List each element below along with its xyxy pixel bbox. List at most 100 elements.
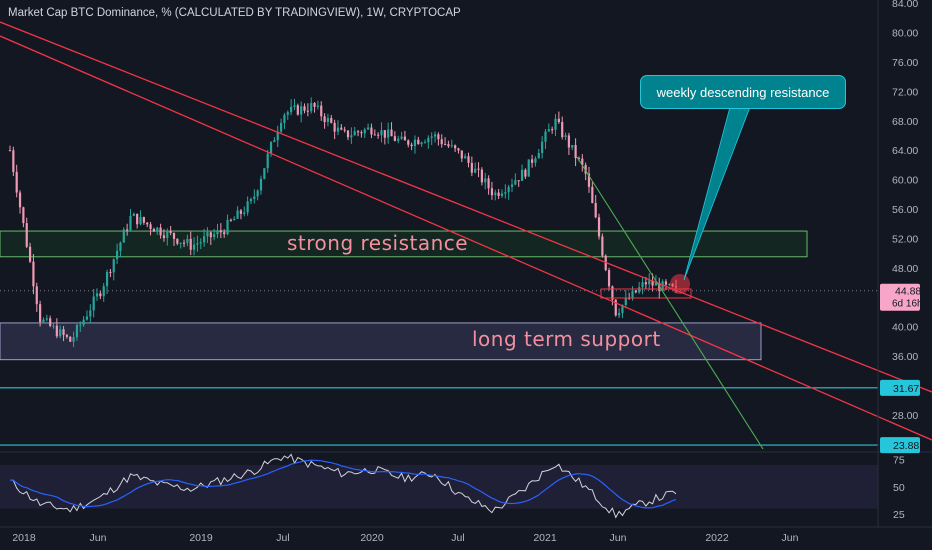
candle-body <box>136 213 139 225</box>
candle-body <box>156 227 159 232</box>
price-badge-countdown: 6d 16h <box>892 299 923 310</box>
candle-body <box>443 144 447 146</box>
support-zone <box>0 322 762 361</box>
candle-body <box>597 217 601 237</box>
candle-body <box>209 232 212 238</box>
descending-resistance-line-upper <box>0 21 932 393</box>
candle-body <box>15 171 18 193</box>
rsi-tick-label: 75 <box>893 454 905 466</box>
candle-body <box>343 129 346 131</box>
candle-body <box>504 192 507 194</box>
candle-body <box>259 178 263 191</box>
price-tick-label: 40.00 <box>892 322 918 334</box>
highlight-box <box>600 288 692 299</box>
candle-body <box>484 178 487 183</box>
candle-body <box>400 136 403 139</box>
candle-body <box>179 242 182 244</box>
rsi-tick-label: 25 <box>893 509 905 521</box>
candle-body <box>336 127 340 132</box>
candle-body <box>440 139 443 145</box>
candle-body <box>206 232 209 237</box>
candle-body <box>634 290 637 293</box>
time-tick-label: 2018 <box>12 532 36 544</box>
candle-body <box>577 158 581 160</box>
candle-body <box>142 217 145 223</box>
resistance-zone <box>0 230 808 258</box>
candle-body <box>490 188 494 196</box>
candle-body <box>203 236 206 243</box>
candle-body <box>510 184 514 187</box>
candle-body <box>79 324 82 326</box>
candle-body <box>474 168 477 173</box>
support-zone-label: long term support <box>472 327 661 351</box>
candle-body <box>59 329 62 337</box>
price-tick-label: 52.00 <box>892 233 918 245</box>
candle-body <box>390 129 393 137</box>
price-tick-label: 68.00 <box>892 116 918 128</box>
candle-body <box>75 325 79 338</box>
price-tick-label: 84.00 <box>892 0 918 10</box>
candle-body <box>313 103 316 107</box>
candle-body <box>49 318 52 326</box>
candle-body <box>507 186 510 193</box>
candle-body <box>72 337 75 342</box>
candle-body <box>326 118 330 123</box>
candle-body <box>226 219 229 235</box>
trendlines-layer <box>0 21 932 450</box>
candle-body <box>102 286 105 297</box>
candle-body <box>544 131 547 142</box>
candle-body <box>25 223 28 247</box>
candle-body <box>356 131 360 133</box>
candle-body <box>520 169 524 181</box>
time-tick-label: Jun <box>90 532 107 544</box>
candle-body <box>239 210 243 214</box>
candle-body <box>219 230 222 233</box>
candle-body <box>524 169 527 177</box>
candle-body <box>52 325 55 327</box>
time-tick-label: 2019 <box>189 532 213 544</box>
candle-body <box>668 283 671 285</box>
resistance-zone-label: strong resistance <box>287 231 469 255</box>
candle-body <box>541 141 544 153</box>
candle-body <box>664 281 668 285</box>
candle-body <box>638 287 641 293</box>
candle-body <box>460 150 463 159</box>
candle-body <box>32 261 35 287</box>
price-tick-label: 80.00 <box>892 28 918 40</box>
candle-body <box>35 286 38 305</box>
candle-body <box>216 230 219 235</box>
candle-body <box>199 242 202 244</box>
candle-body <box>273 140 276 142</box>
candle-body <box>551 129 554 131</box>
candle-body <box>310 103 313 112</box>
candle-body <box>661 281 664 291</box>
candle-body <box>112 259 115 273</box>
candle-body <box>333 122 336 132</box>
candle-body <box>601 236 604 256</box>
time-tick-label: 2020 <box>360 532 384 544</box>
candle-body <box>146 222 149 225</box>
time-tick-label: Jul <box>276 532 289 544</box>
candle-body <box>213 234 216 238</box>
candle-body <box>8 150 12 152</box>
callout-box[interactable]: weekly descending resistance <box>640 75 846 109</box>
candles-layer <box>8 97 678 347</box>
candle-body <box>316 105 319 107</box>
candle-body <box>594 203 597 218</box>
candle-body <box>320 105 323 117</box>
candle-body <box>387 129 390 138</box>
candle-body <box>176 238 179 244</box>
price-tick-label: 76.00 <box>892 57 918 69</box>
candle-body <box>367 127 370 130</box>
candle-body <box>477 168 480 170</box>
candle-body <box>497 192 500 197</box>
candle-body <box>149 224 152 229</box>
candle-body <box>618 313 621 316</box>
price-badge <box>880 283 920 311</box>
candle-body <box>457 148 460 151</box>
candle-body <box>246 201 249 213</box>
candle-body <box>413 139 417 147</box>
candle-body <box>527 159 530 177</box>
candle-body <box>126 229 129 231</box>
